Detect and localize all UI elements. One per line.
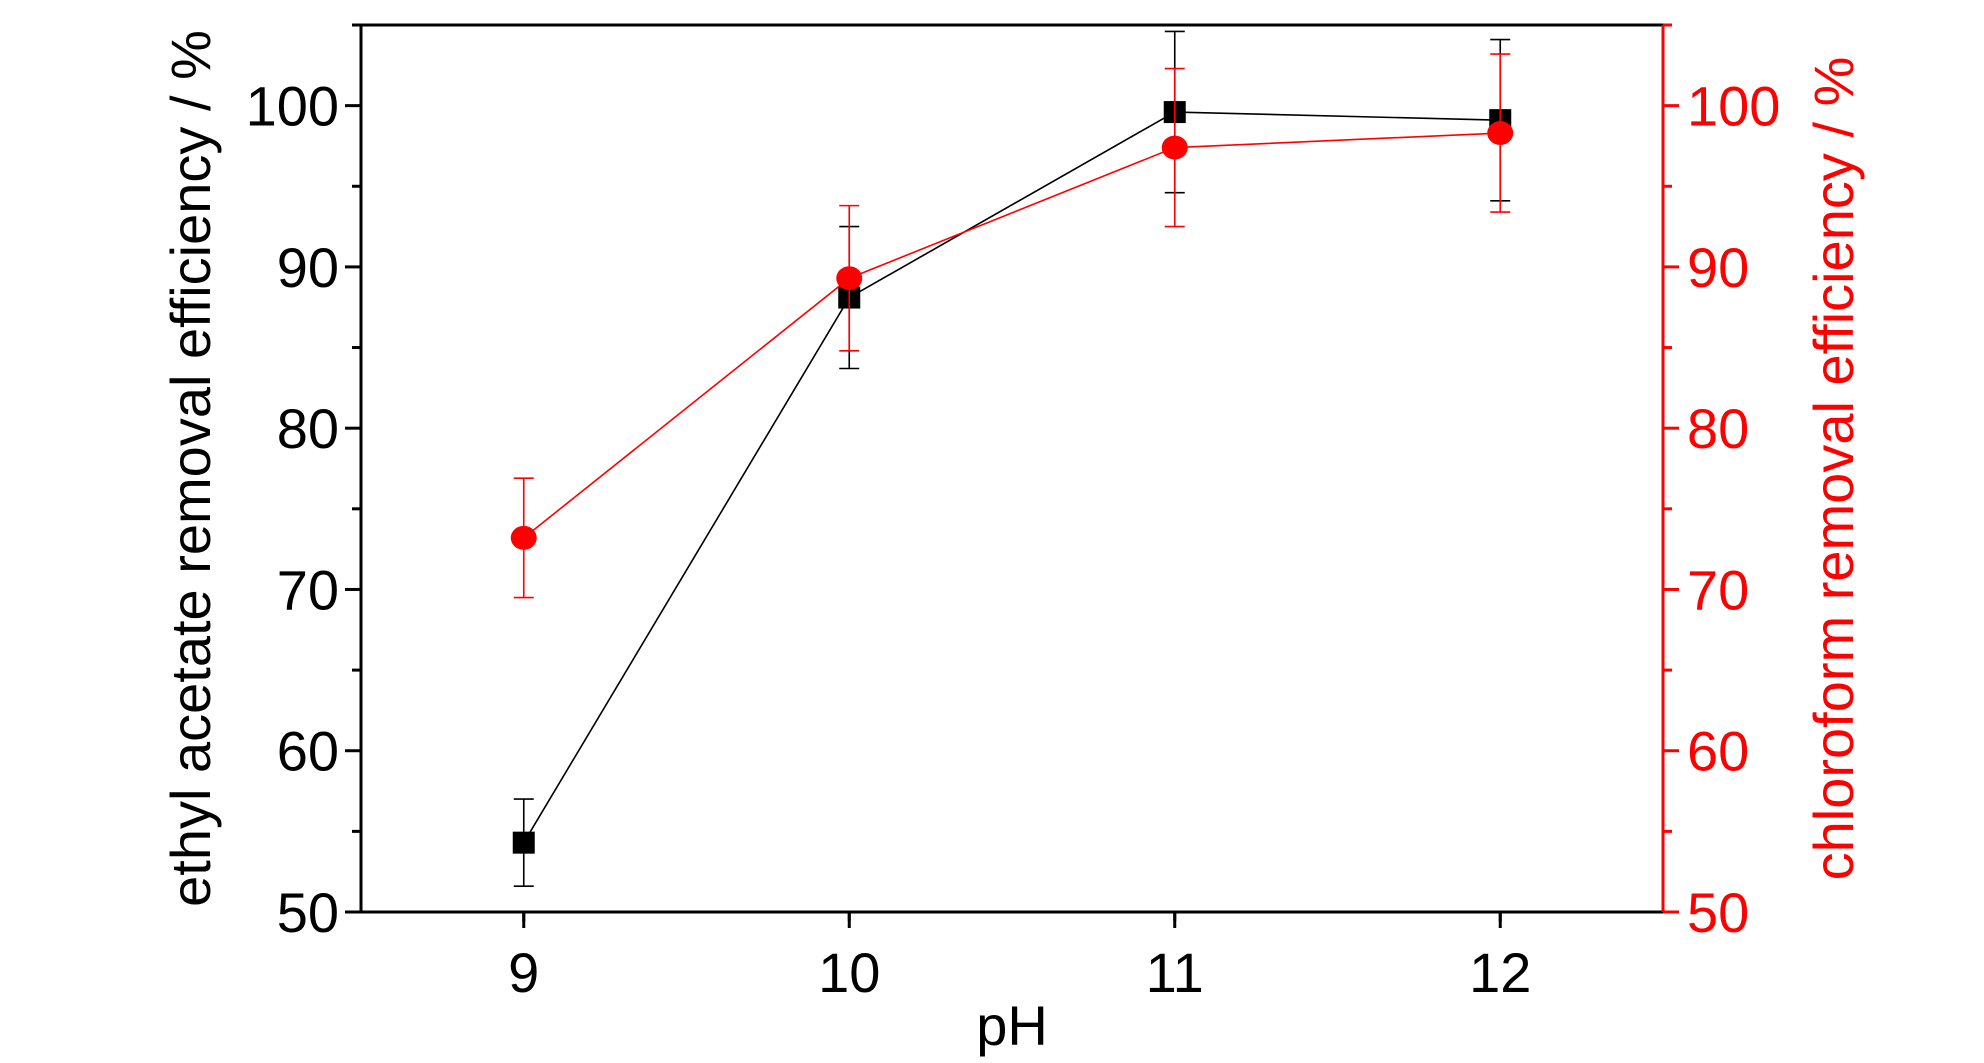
right-y-tick-label: 90 xyxy=(1687,236,1749,299)
right-y-tick-label: 60 xyxy=(1687,720,1749,783)
right-y-tick-label: 100 xyxy=(1687,75,1780,138)
data-point-circle xyxy=(836,266,863,291)
series-2 xyxy=(510,53,1514,599)
x-axis-title: pH xyxy=(976,994,1048,1057)
axes: 9 10 11 12 50 60 70 80 90 100 50 60 70 80 90 100 xyxy=(246,23,1780,1004)
x-tick-label: 12 xyxy=(1469,941,1531,1004)
series-line xyxy=(523,132,1501,539)
data-point-circle xyxy=(1487,121,1514,146)
right-y-tick-label: 80 xyxy=(1687,397,1749,460)
plot-series xyxy=(510,30,1514,887)
series-1 xyxy=(512,30,1512,887)
right-y-tick-label: 50 xyxy=(1687,881,1749,944)
data-point-circle xyxy=(510,525,537,550)
left-y-tick-label: 60 xyxy=(277,720,339,783)
x-tick-label: 10 xyxy=(818,941,880,1004)
left-y-tick-label: 80 xyxy=(277,397,339,460)
x-tick-label: 9 xyxy=(508,941,539,1004)
left-y-tick-label: 70 xyxy=(277,558,339,621)
left-y-axis-title: ethyl acetate removal efficiency / % xyxy=(159,30,222,907)
series-line xyxy=(523,111,1501,844)
x-tick-label: 11 xyxy=(1146,941,1204,1004)
left-y-tick-label: 90 xyxy=(277,236,339,299)
data-point-circle xyxy=(1161,135,1188,160)
left-y-tick-label: 50 xyxy=(277,881,339,944)
data-point-square xyxy=(512,831,535,854)
right-y-axis-title: chloroform removal efficiency / % xyxy=(1802,57,1865,881)
left-y-tick-label: 100 xyxy=(246,75,339,138)
right-y-tick-label: 70 xyxy=(1687,558,1749,621)
